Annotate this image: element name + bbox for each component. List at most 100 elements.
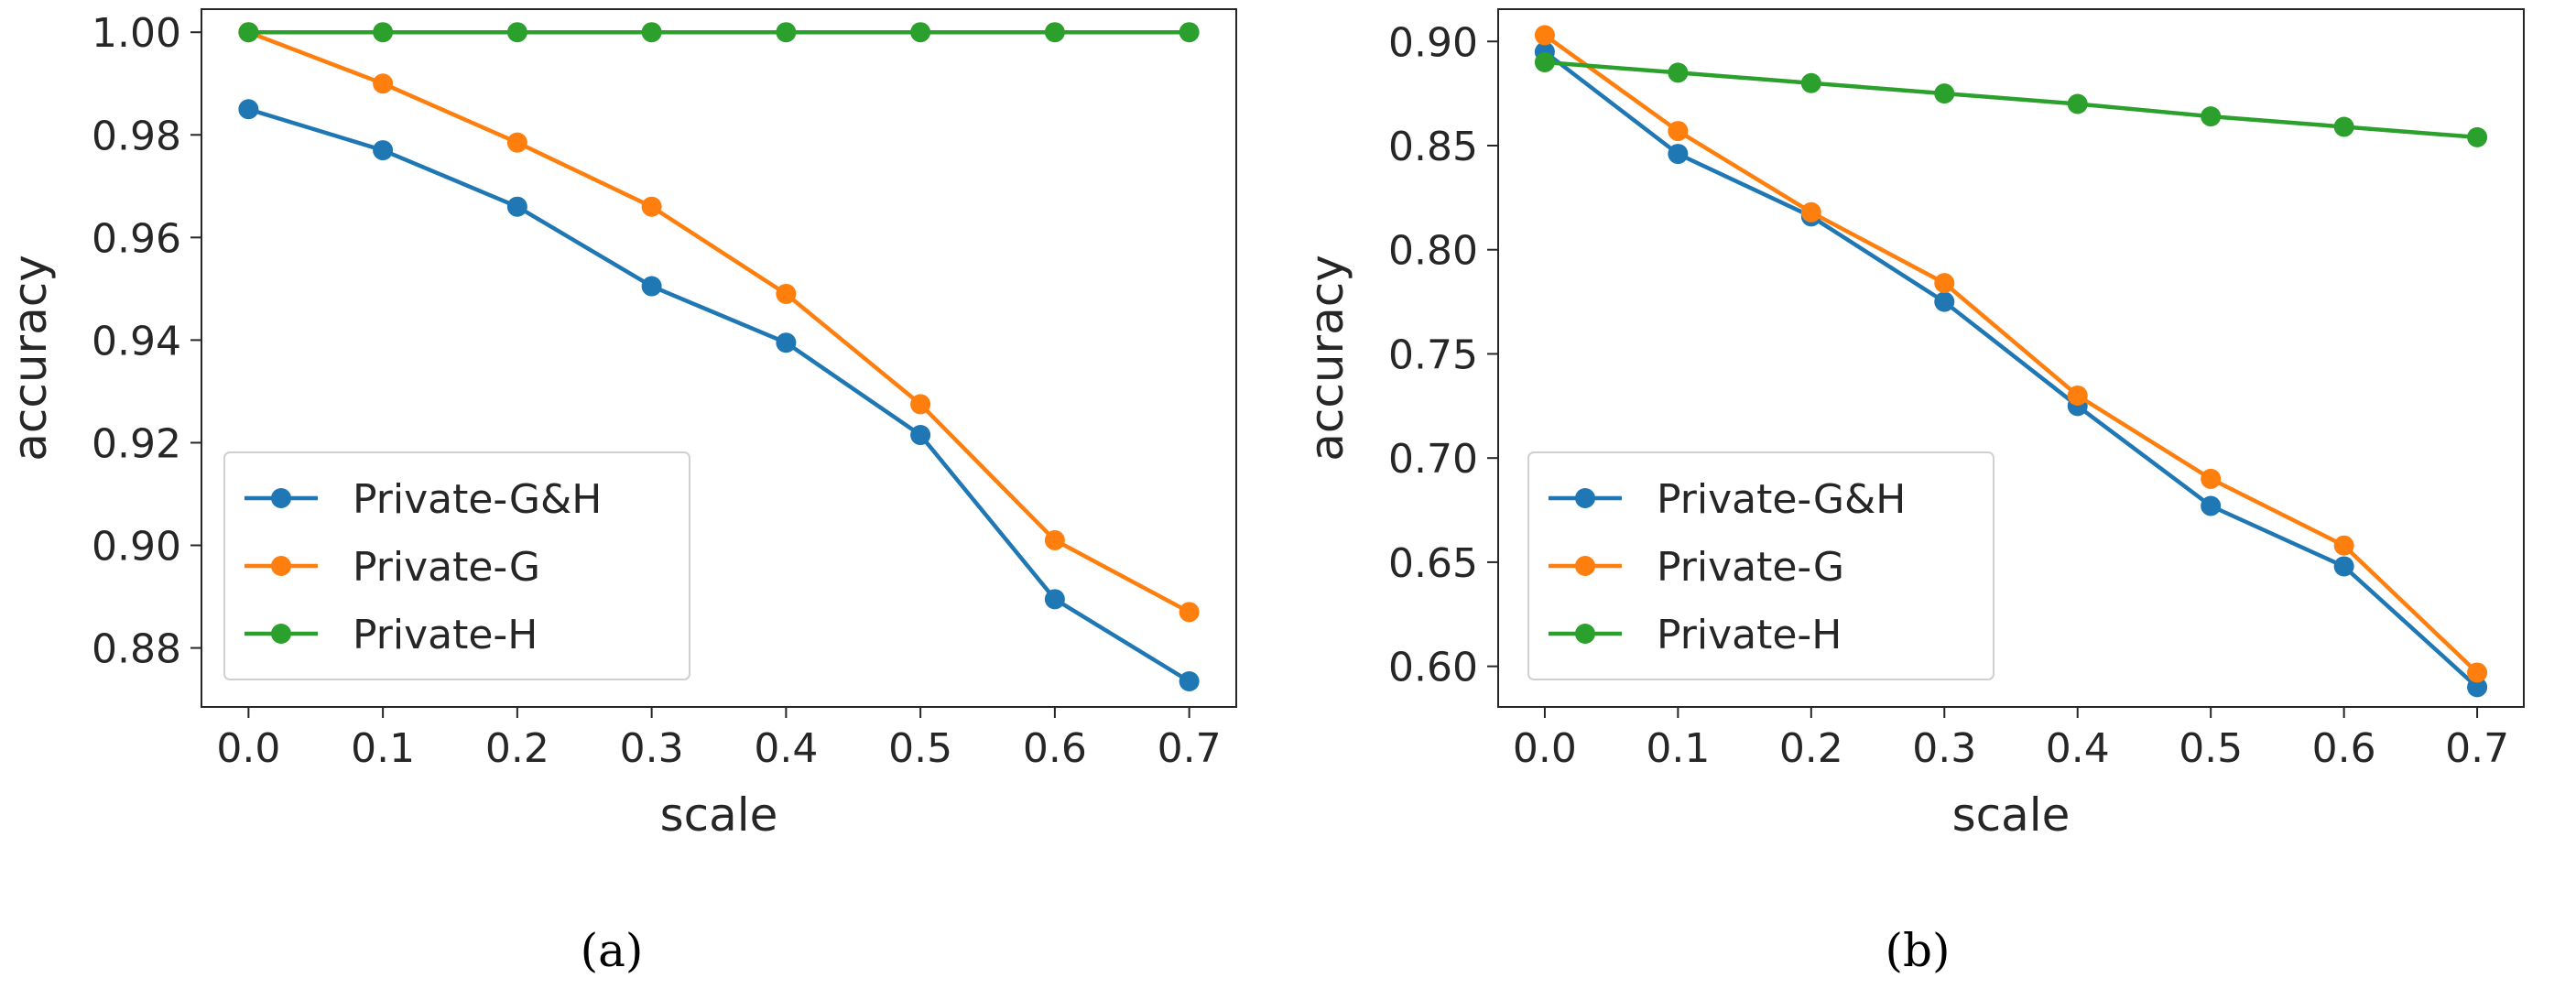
data-point [1534, 52, 1555, 73]
data-point [641, 276, 662, 297]
legend-marker [271, 488, 291, 508]
x-tick-label: 0.7 [2445, 725, 2509, 772]
data-point [776, 332, 797, 353]
data-point [238, 99, 259, 120]
y-tick-label: 0.96 [92, 215, 181, 262]
data-point [1934, 291, 1955, 312]
x-tick-label: 0.4 [754, 725, 818, 772]
data-point [238, 22, 259, 43]
legend-marker [271, 556, 291, 576]
data-point [1534, 25, 1555, 46]
plot-area-frame [201, 8, 1237, 708]
data-point [1668, 62, 1689, 83]
data-point [776, 283, 797, 304]
data-point [1179, 602, 1200, 623]
y-tick-label: 0.90 [92, 524, 181, 571]
data-point [373, 22, 394, 43]
legend-entry-label: Private-H [1657, 612, 1842, 658]
data-point [506, 196, 527, 217]
data-point [1934, 273, 1955, 294]
x-axis-label: scale [1952, 788, 2071, 842]
x-tick-label: 0.0 [216, 725, 280, 772]
y-tick-label: 0.80 [1388, 228, 1478, 275]
data-point [2201, 495, 2222, 516]
data-point [1800, 72, 1821, 93]
data-point [910, 425, 931, 446]
y-tick-label: 0.92 [92, 420, 181, 467]
data-point [910, 22, 931, 43]
data-point [506, 22, 527, 43]
legend: Private-G&H Private-G Private-H [223, 451, 690, 680]
y-tick-label: 1.00 [92, 10, 181, 57]
data-point [641, 196, 662, 217]
x-tick-label: 0.7 [1158, 725, 1222, 772]
x-tick-label: 0.6 [1023, 725, 1087, 772]
data-point [2467, 126, 2488, 147]
data-point [2333, 556, 2354, 577]
y-axis-label: accuracy [1300, 255, 1353, 462]
y-tick-label: 0.75 [1388, 331, 1478, 378]
data-point [2201, 106, 2222, 127]
data-point [1179, 670, 1200, 691]
series-line-private-g [246, 29, 1191, 614]
chart-panel-a: 0.0 0.1 0.2 0.3 0.4 0.5 0.6 0.7 0.88 0.90 0.92 0.94… [4, 8, 1237, 977]
data-point [1179, 22, 1200, 43]
legend-box [223, 451, 690, 680]
data-point [1044, 22, 1065, 43]
legend-entry-label: Private-G&H [1657, 476, 1906, 523]
data-point [373, 73, 394, 94]
y-tick-label: 0.90 [1388, 19, 1478, 66]
series-line-private-h [1542, 60, 2480, 140]
plot-area-frame [1497, 8, 2525, 708]
data-point [1934, 83, 1955, 104]
legend-marker [1575, 624, 1595, 644]
y-tick-label: 0.65 [1388, 540, 1478, 587]
series-line-private-g-h [1542, 49, 2480, 690]
data-point [2333, 116, 2354, 137]
y-tick-label: 0.85 [1388, 124, 1478, 170]
data-point [2201, 468, 2222, 489]
data-point [2333, 535, 2354, 556]
data-point [2467, 662, 2488, 683]
x-tick-label: 0.2 [485, 725, 549, 772]
panel-caption: (b) [1885, 924, 1950, 977]
x-tick-label: 0.3 [1912, 725, 1976, 772]
data-point [506, 132, 527, 153]
legend-entry-label: Private-G&H [353, 476, 602, 523]
y-tick-label: 0.98 [92, 113, 181, 159]
x-tick-label: 0.4 [2046, 725, 2110, 772]
x-tick-label: 0.1 [351, 725, 415, 772]
x-tick-label: 0.1 [1646, 725, 1710, 772]
legend-entry-label: Private-G [1657, 544, 1844, 591]
x-tick-label: 0.0 [1513, 725, 1577, 772]
data-point [373, 140, 394, 161]
data-point [776, 22, 797, 43]
data-point [1044, 589, 1065, 610]
y-axis-label: accuracy [4, 255, 57, 462]
x-tick-label: 0.2 [1779, 725, 1843, 772]
data-point [2067, 93, 2088, 114]
data-point [1668, 121, 1689, 142]
data-point [2067, 385, 2088, 406]
x-tick-label: 0.6 [2312, 725, 2376, 772]
data-point [1668, 144, 1689, 165]
data-point [641, 22, 662, 43]
y-tick-label: 0.88 [92, 626, 181, 673]
panel-caption: (a) [581, 924, 644, 977]
legend-entry-label: Private-G [353, 544, 540, 591]
y-tick-label: 0.94 [92, 318, 181, 364]
x-tick-label: 0.5 [2179, 725, 2243, 772]
legend-marker [1575, 488, 1595, 508]
x-tick-label: 0.5 [888, 725, 952, 772]
x-tick-label: 0.3 [620, 725, 684, 772]
legend-entry-label: Private-H [353, 612, 538, 658]
chart-panel-b: 0.0 0.1 0.2 0.3 0.4 0.5 0.6 0.7 0.60 0.65 0.70 0.75… [1300, 8, 2525, 977]
data-point [2467, 677, 2488, 698]
x-axis-label: scale [660, 788, 778, 842]
legend: Private-G&H Private-G Private-H [1527, 451, 1994, 680]
series-line-private-g [1542, 33, 2480, 675]
y-tick-label: 0.60 [1388, 645, 1478, 691]
data-point [1800, 201, 1821, 223]
series-line-private-g-h [246, 107, 1191, 684]
